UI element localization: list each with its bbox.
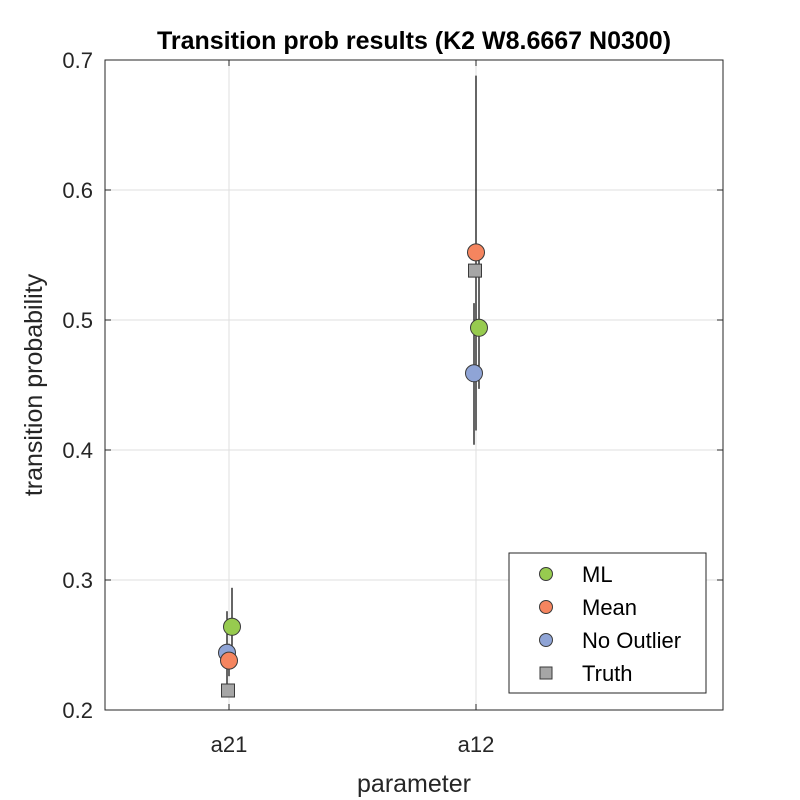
x-tick-label: a12	[458, 732, 495, 757]
legend-label: No Outlier	[582, 628, 681, 653]
data-markers	[218, 243, 488, 698]
data-point-mean	[220, 651, 238, 670]
legend-marker	[539, 600, 553, 614]
x-axis-label: parameter	[357, 770, 471, 798]
axis-ticks: 0.2 0.3 0.4 0.5 0.6 0.7 a21 a12	[62, 48, 723, 757]
data-point-truth	[468, 263, 482, 278]
y-tick-label: 0.7	[62, 48, 93, 73]
legend-marker	[539, 567, 553, 581]
plot-area-border	[104, 59, 724, 711]
legend-label: Mean	[582, 595, 637, 620]
legend-marker-truth	[539, 666, 553, 680]
x-tick-label: a21	[211, 732, 248, 757]
legend-marker	[539, 633, 553, 647]
legend-label: ML	[582, 562, 613, 587]
y-axis-label: transition probability	[20, 273, 48, 496]
y-tick-label: 0.2	[62, 698, 93, 723]
y-tick-label: 0.3	[62, 568, 93, 593]
data-point-ml	[470, 318, 488, 337]
chart-title: Transition prob results (K2 W8.6667 N030…	[157, 27, 671, 55]
data-point-mean	[467, 243, 485, 262]
legend-label: Truth	[582, 661, 633, 686]
y-tick-label: 0.4	[62, 438, 93, 463]
y-tick-label: 0.6	[62, 178, 93, 203]
legend: ML Mean No Outlier Truth	[508, 552, 707, 694]
data-point-no-outlier	[465, 364, 483, 383]
data-point-ml	[223, 617, 241, 636]
y-tick-label: 0.5	[62, 308, 93, 333]
error-bars	[226, 75, 480, 694]
data-point-truth	[221, 683, 235, 698]
